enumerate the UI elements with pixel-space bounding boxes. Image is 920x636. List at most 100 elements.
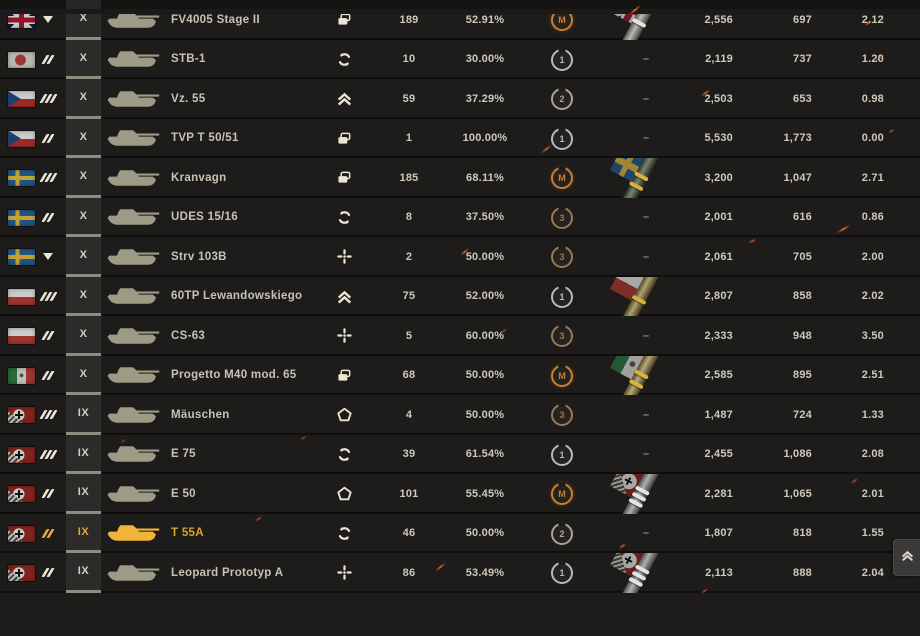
vehicle-name: E 75 [171, 448, 196, 461]
vehicle-row-kranvagn[interactable]: X Kranvagn 185 68.11% M 3,200 1,047 2.71 [0, 158, 920, 198]
tier-label: X [79, 12, 88, 25]
no-marks-dash: – [642, 92, 650, 105]
no-marks-dash: – [642, 132, 650, 145]
no-marks-dash: – [642, 408, 650, 421]
double-chevron-up-role-icon [334, 79, 354, 119]
nation-flag-poland-icon [8, 328, 35, 344]
tier-label: X [79, 288, 88, 301]
ratio-value: 2.04 [861, 566, 884, 579]
mastery-badge-label: 3 [559, 410, 565, 420]
circle-arrows-role-icon [334, 40, 354, 80]
avg-experience: 888 [793, 566, 812, 579]
vehicle-row-60tp-lewandowskiego[interactable]: X 60TP Lewandowskiego 75 52.00% 1 2,807 … [0, 276, 920, 316]
vehicle-name: TVP T 50/51 [171, 132, 239, 145]
vehicle-name: FV4005 Stage II [171, 13, 260, 26]
vehicle-row-udes-15-16[interactable]: X UDES 15/16 8 37.50% 3 2,001 616 0.86 – [0, 197, 920, 237]
ratio-value: 2.01 [861, 487, 884, 500]
tier-cell: X [66, 197, 101, 237]
avg-experience: 1,086 [783, 448, 812, 461]
tier-cell: IX [66, 474, 101, 514]
tier-label: X [79, 328, 88, 341]
tier-label: X [79, 51, 88, 64]
vehicle-row-e-75[interactable]: IX E 75 39 61.54% 1 2,455 1,086 2.08 – [0, 434, 920, 474]
vehicle-row-leopard-prototyp-a[interactable]: IX Leopard Prototyp A 86 53.49% 1 2,113 … [0, 553, 920, 593]
vehicle-row-e-50[interactable]: IX E 50 101 55.45% M 2,281 1,065 2.01 [0, 474, 920, 514]
vehicle-row-stb-1[interactable]: X STB-1 10 30.00% 1 2,119 737 1.20 – [0, 39, 920, 80]
cards-role-icon [334, 119, 354, 159]
scroll-to-top-button[interactable] [893, 539, 920, 576]
battles-count: 1 [405, 132, 413, 145]
battles-count: 5 [405, 329, 413, 342]
win-rate: 100.00% [462, 132, 508, 145]
mastery-badge-1: 1 [551, 127, 573, 150]
avg-damage: 2,585 [704, 369, 733, 382]
marks-of-excellence-barrel [600, 158, 692, 198]
battles-count: 46 [402, 527, 416, 540]
ratio-value: 2.08 [861, 448, 884, 461]
vehicle-name: T 55A [171, 527, 204, 540]
avg-damage: 2,281 [704, 487, 733, 500]
circle-arrows-role-icon [334, 514, 354, 554]
vehicle-row-cs-63[interactable]: X CS-63 5 60.00% 3 2,333 948 3.50 – [0, 316, 920, 356]
mastery-badge-label: 3 [559, 331, 565, 341]
vehicle-row-strv-103b[interactable]: X Strv 103B 2 50.00% 3 2,061 705 2.00 – [0, 237, 920, 277]
vehicle-name: E 50 [171, 487, 196, 500]
ratio-value: 2.51 [861, 369, 884, 382]
win-rate: 68.11% [466, 171, 504, 184]
excellence-ring [628, 378, 644, 389]
vehicle-name: Progetto M40 mod. 65 [171, 369, 297, 382]
tier-cell: IX [66, 553, 101, 593]
mastery-badge-3: 3 [551, 404, 573, 426]
pentagon-role-icon [334, 474, 354, 514]
battles-count: 39 [402, 448, 416, 461]
avg-damage: 2,001 [704, 211, 733, 224]
battles-count: 189 [399, 13, 419, 26]
mastery-badge-label: 1 [559, 449, 565, 460]
mastery-badge-M: M [551, 483, 573, 505]
vehicle-row-m-uschen[interactable]: IX Mäuschen 4 50.00% 3 1,487 724 1.33 – [0, 395, 920, 435]
nation-flag-czechia-icon [8, 91, 35, 107]
vehicle-row-t-55a[interactable]: IX T 55A 46 50.00% 2 1,807 818 1.55 – [0, 513, 920, 554]
avg-damage: 2,113 [705, 566, 733, 579]
ratio-value: 2.71 [861, 171, 884, 184]
vehicle-row-progetto-m40-mod-65[interactable]: X Progetto M40 mod. 65 68 50.00% M 2,585… [0, 355, 920, 395]
excellence-ring [634, 368, 649, 379]
win-rate: 50.00% [465, 369, 505, 382]
double-slash-icon [37, 474, 59, 514]
tier-cell: X [66, 158, 101, 198]
vehicle-name: CS-63 [171, 329, 206, 342]
mastery-badge-label: 2 [559, 94, 565, 104]
tier-label: IX [77, 446, 90, 459]
tank-silhouette-icon [100, 158, 164, 198]
vehicle-name: Leopard Prototyp A [171, 566, 284, 579]
tier-cell: X [66, 276, 101, 316]
cards-role-icon [334, 158, 354, 198]
win-rate: 37.29% [465, 92, 505, 105]
nation-flag-poland-icon [8, 288, 35, 305]
nation-flag-germany-icon [8, 565, 35, 581]
win-rate: 50.00% [465, 250, 505, 263]
nation-flag-uk-icon [8, 12, 35, 28]
excellence-ring [628, 180, 644, 192]
mastery-badge-label: 3 [559, 252, 565, 262]
mastery-badge-label: M [558, 173, 566, 183]
nation-flag-sweden-icon [8, 209, 35, 226]
avg-damage: 2,807 [704, 290, 733, 303]
marks-of-excellence-barrel [600, 474, 692, 514]
mastery-badge-M: M [551, 364, 573, 387]
mastery-badge-label: M [558, 15, 566, 25]
tier-cell: IX [66, 395, 101, 435]
vehicle-row-tvp-t-50-51[interactable]: X TVP T 50/51 1 100.00% 1 5,530 1,773 0.… [0, 118, 920, 159]
nation-flag-czechia-icon [8, 130, 35, 147]
vehicle-name: Mäuschen [171, 408, 230, 421]
avg-damage: 3,200 [704, 171, 733, 184]
tier-cell: X [66, 237, 101, 277]
nation-flag-italy-icon [8, 367, 35, 384]
vehicle-name: UDES 15/16 [171, 211, 238, 224]
triple-slash-icon [37, 79, 59, 119]
mastery-badge-3: 3 [551, 325, 573, 347]
avg-experience: 818 [793, 527, 812, 540]
vehicle-row-vz-55[interactable]: X Vz. 55 59 37.29% 2 2,503 653 0.98 – [0, 79, 920, 119]
avg-experience: 653 [793, 92, 812, 105]
